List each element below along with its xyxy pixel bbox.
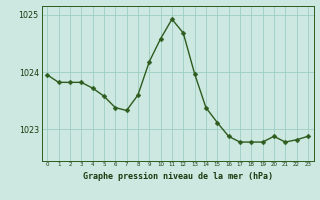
X-axis label: Graphe pression niveau de la mer (hPa): Graphe pression niveau de la mer (hPa): [83, 172, 273, 181]
